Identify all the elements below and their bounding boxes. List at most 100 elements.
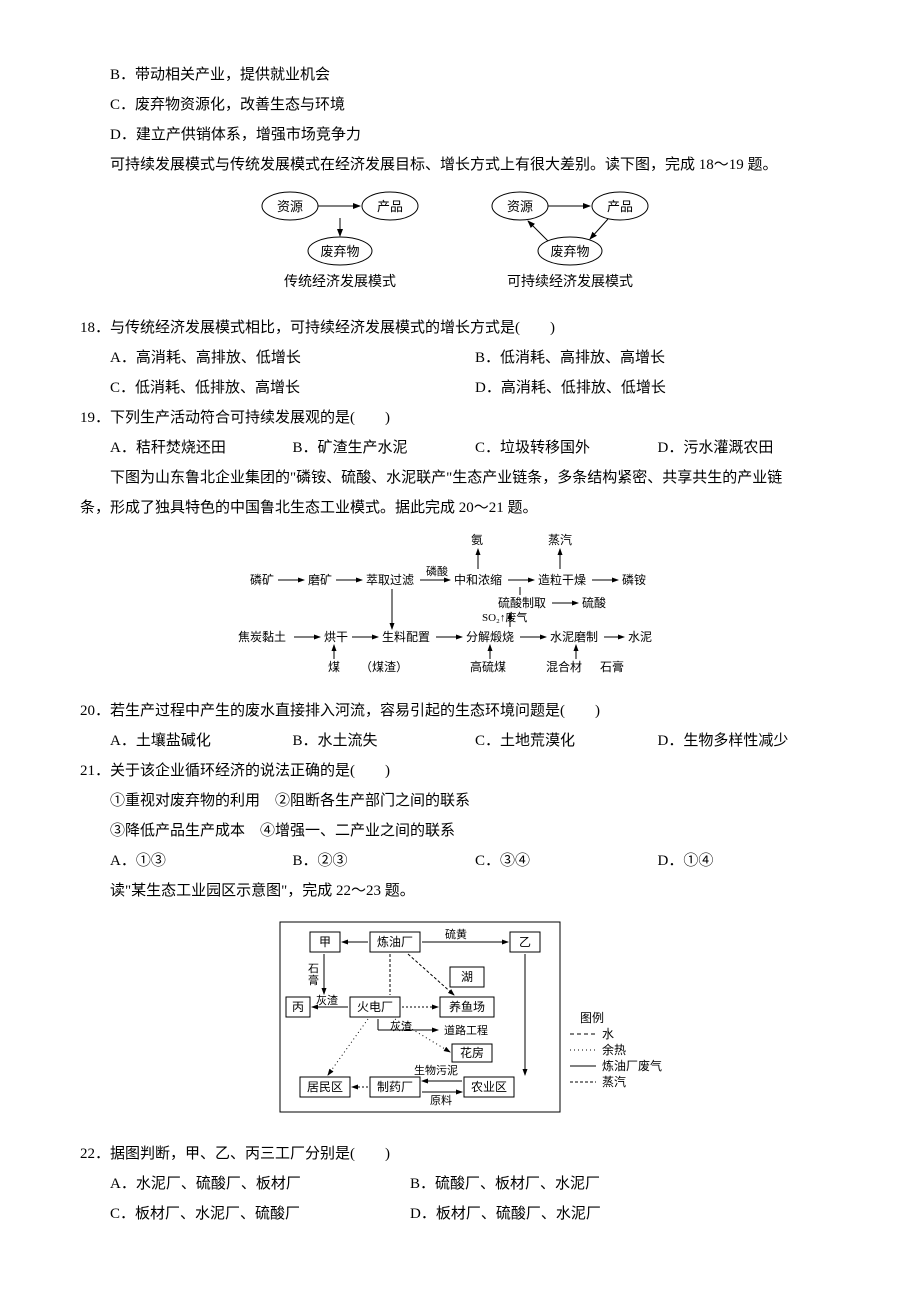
svg-text:烘干: 烘干 (324, 630, 348, 644)
q22-c: C．板材厂、水泥厂、硫酸厂 (110, 1199, 410, 1229)
q22-a: A．水泥厂、硫酸厂、板材厂 (110, 1169, 410, 1199)
svg-text:硫黄: 硫黄 (445, 927, 467, 941)
svg-text:生物污泥: 生物污泥 (414, 1063, 458, 1077)
svg-text:湖: 湖 (461, 969, 473, 984)
q19-stem: 19．下列生产活动符合可持续发展观的是( ) (80, 403, 840, 433)
svg-text:硫酸: 硫酸 (582, 595, 606, 610)
diagram-eco-park: 甲 炼油厂 硫黄 乙 石膏 湖 丙 灰渣 火电厂 养鱼场 灰渣 道路工程 花房 … (80, 912, 840, 1133)
q20-d: D．生物多样性减少 (658, 726, 841, 756)
q20-stem: 20．若生产过程中产生的废水直接排入河流，容易引起的生态环境问题是( ) (80, 696, 840, 726)
q19-d: D．污水灌溉农田 (658, 433, 841, 463)
q20-options: A．土壤盐碱化 B．水土流失 C．土地荒漠化 D．生物多样性减少 (80, 726, 840, 756)
svg-text:产品: 产品 (607, 199, 633, 214)
svg-text:硫酸制取: 硫酸制取 (498, 595, 546, 610)
q18-d: D．高消耗、低排放、低增长 (475, 373, 840, 403)
svg-text:中和浓缩: 中和浓缩 (454, 572, 502, 587)
q18-b: B．低消耗、高排放、高增长 (475, 343, 840, 373)
intro-20-21-b: 条，形成了独具特色的中国鲁北生态工业模式。据此完成 20～21 题。 (80, 493, 840, 523)
svg-text:焦炭黏土: 焦炭黏土 (238, 630, 286, 644)
svg-text:氨: 氨 (471, 533, 483, 547)
svg-text:磷铵: 磷铵 (622, 572, 646, 587)
svg-text:灰渣: 灰渣 (316, 993, 338, 1007)
intro-20-21-a: 下图为山东鲁北企业集团的"磷铵、硫酸、水泥联产"生态产业链条，多条结构紧密、共享… (80, 463, 840, 493)
svg-text:居民区: 居民区 (307, 1080, 343, 1094)
option-c: C．废弃物资源化，改善生态与环境 (80, 90, 840, 120)
svg-text:水泥磨制: 水泥磨制 (550, 630, 598, 644)
intro-22-23: 读"某生态工业园区示意图"，完成 22～23 题。 (80, 876, 840, 906)
caption-traditional: 传统经济发展模式 (284, 274, 396, 290)
q18-a: A．高消耗、高排放、低增长 (110, 343, 475, 373)
q21-d: D．①④ (658, 846, 841, 876)
svg-text:磷矿: 磷矿 (250, 572, 274, 587)
intro-18-19: 可持续发展模式与传统发展模式在经济发展目标、增长方式上有很大差别。读下图，完成 … (80, 150, 840, 180)
svg-text:混合材: 混合材 (546, 659, 582, 674)
svg-text:萃取过滤: 萃取过滤 (366, 573, 414, 587)
option-b: B．带动相关产业，提供就业机会 (80, 60, 840, 90)
svg-text:余热: 余热 (602, 1042, 626, 1057)
q18-stem: 18．与传统经济发展模式相比，可持续经济发展模式的增长方式是( ) (80, 313, 840, 343)
caption-sustainable: 可持续经济发展模式 (507, 273, 633, 290)
diagram-lubei-chain: 磷矿 磨矿 萃取过滤 磷酸 中和浓缩 造粒干燥 磷铵 氨 蒸汽 硫酸制取 硫酸 … (80, 529, 840, 690)
svg-text:炼油厂废气: 炼油厂废气 (602, 1058, 662, 1073)
q20-b: B．水土流失 (293, 726, 476, 756)
svg-text:磨矿: 磨矿 (308, 573, 332, 587)
svg-text:废弃物: 废弃物 (320, 244, 359, 259)
svg-text:丙: 丙 (292, 1000, 304, 1014)
q18-c: C．低消耗、低排放、高增长 (110, 373, 475, 403)
svg-text:花房: 花房 (460, 1045, 484, 1060)
q22-options-row1: A．水泥厂、硫酸厂、板材厂 B．硫酸厂、板材厂、水泥厂 (80, 1169, 840, 1199)
traditional-model: 资源 产品 废弃物 (262, 192, 418, 265)
q21-stem: 21．关于该企业循环经济的说法正确的是( ) (80, 756, 840, 786)
svg-text:甲: 甲 (319, 935, 331, 949)
q19-b: B．矿渣生产水泥 (293, 433, 476, 463)
svg-text:煤: 煤 (328, 660, 340, 674)
q21-line1: ①重视对废弃物的利用 ②阻断各生产部门之间的联系 (80, 786, 840, 816)
svg-text:膏: 膏 (308, 973, 319, 987)
q22-b: B．硫酸厂、板材厂、水泥厂 (410, 1169, 600, 1199)
q18-options-row2: C．低消耗、低排放、高增长 D．高消耗、低排放、低增长 (80, 373, 840, 403)
q21-c: C．③④ (475, 846, 658, 876)
svg-text:蒸汽: 蒸汽 (602, 1074, 626, 1089)
svg-text:产品: 产品 (377, 199, 403, 214)
svg-text:石: 石 (308, 963, 319, 975)
sustainable-model: 资源 产品 废弃物 (492, 192, 648, 265)
svg-text:磷酸: 磷酸 (426, 564, 448, 578)
q19-options: A．秸秆焚烧还田 B．矿渣生产水泥 C．垃圾转移国外 D．污水灌溉农田 (80, 433, 840, 463)
svg-text:SO₂↑废气: SO₂↑废气 (482, 610, 527, 624)
legend: 图例 水 余热 炼油厂废气 蒸汽 (570, 1011, 662, 1089)
q19-c: C．垃圾转移国外 (475, 433, 658, 463)
q21-line2: ③降低产品生产成本 ④增强一、二产业之间的联系 (80, 816, 840, 846)
svg-text:生料配置: 生料配置 (382, 630, 430, 644)
svg-text:农业区: 农业区 (471, 1080, 507, 1094)
svg-text:原料: 原料 (430, 1093, 452, 1107)
svg-text:石膏: 石膏 (600, 659, 624, 674)
svg-text:水泥: 水泥 (628, 630, 652, 644)
svg-text:炼油厂: 炼油厂 (377, 934, 413, 949)
svg-text:养鱼场: 养鱼场 (449, 999, 485, 1014)
svg-text:资源: 资源 (507, 199, 533, 214)
q22-stem: 22．据图判断，甲、乙、丙三工厂分别是( ) (80, 1139, 840, 1169)
svg-text:图例: 图例 (580, 1011, 604, 1025)
q20-a: A．土壤盐碱化 (110, 726, 293, 756)
q18-options-row1: A．高消耗、高排放、低增长 B．低消耗、高排放、高增长 (80, 343, 840, 373)
svg-text:火电厂: 火电厂 (357, 1000, 393, 1014)
svg-text:高硫煤: 高硫煤 (470, 659, 506, 674)
q22-options-row2: C．板材厂、水泥厂、硫酸厂 D．板材厂、硫酸厂、水泥厂 (80, 1199, 840, 1229)
q21-options: A．①③ B．②③ C．③④ D．①④ (80, 846, 840, 876)
q21-a: A．①③ (110, 846, 293, 876)
svg-text:蒸汽: 蒸汽 (548, 532, 572, 547)
q21-b: B．②③ (293, 846, 476, 876)
svg-text:资源: 资源 (277, 199, 303, 214)
svg-text:分解煅烧: 分解煅烧 (466, 629, 514, 644)
svg-text:灰渣: 灰渣 (390, 1019, 412, 1033)
svg-text:造粒干燥: 造粒干燥 (538, 572, 586, 587)
svg-text:乙: 乙 (519, 935, 531, 949)
q20-c: C．土地荒漠化 (475, 726, 658, 756)
diagram-dev-models: 资源 产品 废弃物 资源 产品 废弃物 传统经济发展模式 可持续经济发展模式 (80, 186, 840, 307)
svg-text:废弃物: 废弃物 (550, 244, 589, 259)
q19-a: A．秸秆焚烧还田 (110, 433, 293, 463)
svg-text:（煤渣）: （煤渣） (360, 660, 408, 674)
svg-text:水: 水 (602, 1027, 614, 1041)
q22-d: D．板材厂、硫酸厂、水泥厂 (410, 1199, 601, 1229)
svg-text:制药厂: 制药厂 (377, 1080, 413, 1094)
